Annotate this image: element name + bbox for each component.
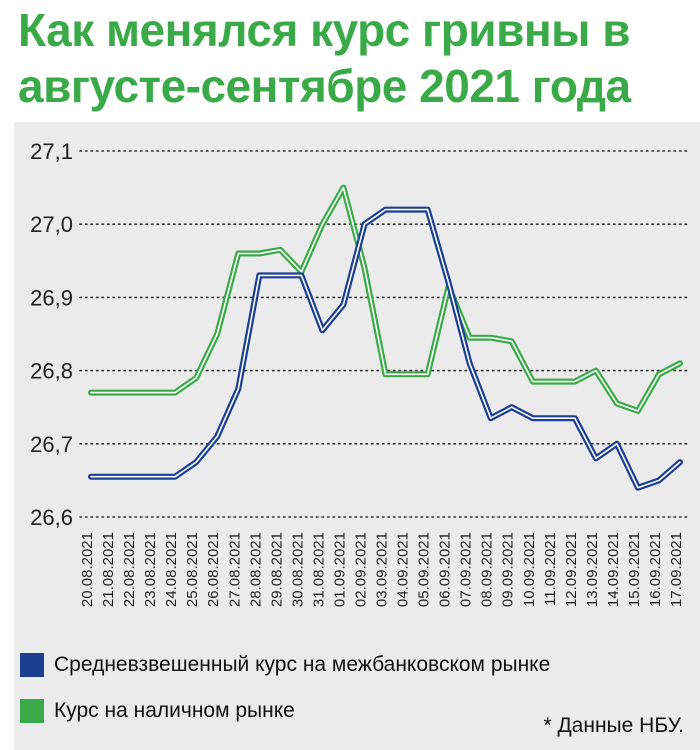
x-tick-label: 02.09.2021 [352, 532, 369, 607]
y-tick-label: 26,7 [30, 432, 73, 457]
x-tick-label: 08.09.2021 [479, 532, 496, 607]
x-tick-label: 17.09.2021 [668, 532, 685, 607]
series-line-interbank [88, 206, 683, 491]
chart-title: Как менялся курс гривны в августе-сентяб… [18, 2, 698, 114]
x-tick-label: 16.09.2021 [647, 532, 664, 607]
x-tick-label: 07.09.2021 [458, 532, 475, 607]
y-tick-label: 27,1 [30, 139, 73, 164]
legend-swatch-cash [20, 699, 44, 723]
x-tick-label: 22.08.2021 [121, 532, 138, 607]
x-tick-label: 25.08.2021 [184, 532, 201, 607]
x-tick-label: 01.09.2021 [331, 532, 348, 607]
chart-title-line-1: Как менялся курс гривны в [18, 4, 630, 56]
legend-item-interbank: Средневзвешенный курс на межбанковском р… [20, 650, 550, 680]
y-tick-label: 26,8 [30, 359, 73, 384]
x-tick-label: 10.09.2021 [521, 532, 538, 607]
x-tick-label: 03.09.2021 [374, 532, 391, 607]
x-tick-label: 05.09.2021 [416, 532, 433, 607]
chart-title-line-2: августе-сентябре 2021 года [18, 60, 631, 112]
x-tick-label: 27.08.2021 [226, 532, 243, 607]
x-tick-label: 23.08.2021 [142, 532, 159, 607]
series-line-cash-highlight [90, 186, 681, 412]
x-tick-label: 30.08.2021 [289, 532, 306, 607]
source-note: * Данные НБУ. [543, 714, 684, 737]
x-tick-label: 11.09.2021 [542, 532, 559, 606]
legend-label-cash: Курс на наличном рынке [54, 699, 295, 722]
y-tick-label: 26,6 [30, 505, 73, 530]
x-tick-label: 04.09.2021 [395, 532, 412, 607]
x-tick-label: 28.08.2021 [247, 532, 264, 607]
x-tick-label: 20.08.2021 [79, 532, 96, 607]
legend-swatch-interbank [20, 653, 44, 677]
x-tick-label: 21.08.2021 [100, 532, 117, 607]
y-tick-label: 26,9 [30, 285, 73, 310]
x-tick-label: 31.08.2021 [310, 532, 327, 607]
x-tick-label: 14.09.2021 [605, 532, 622, 607]
series-line-cash [88, 184, 683, 414]
series-line-interbank-highlight [90, 208, 681, 489]
y-tick-label: 27,0 [30, 212, 73, 237]
x-tick-label: 09.09.2021 [500, 532, 517, 607]
legend-label-interbank: Средневзвешенный курс на межбанковском р… [54, 653, 551, 676]
x-tick-label: 29.08.2021 [268, 532, 285, 607]
x-tick-label: 26.08.2021 [205, 532, 222, 607]
x-tick-label: 06.09.2021 [437, 532, 454, 607]
x-tick-label: 15.09.2021 [626, 532, 643, 607]
legend-item-cash: Курс на наличном рынке [20, 696, 295, 726]
x-tick-label: 12.09.2021 [563, 532, 580, 607]
x-tick-label: 24.08.2021 [163, 532, 180, 607]
x-tick-label: 13.09.2021 [584, 532, 601, 607]
